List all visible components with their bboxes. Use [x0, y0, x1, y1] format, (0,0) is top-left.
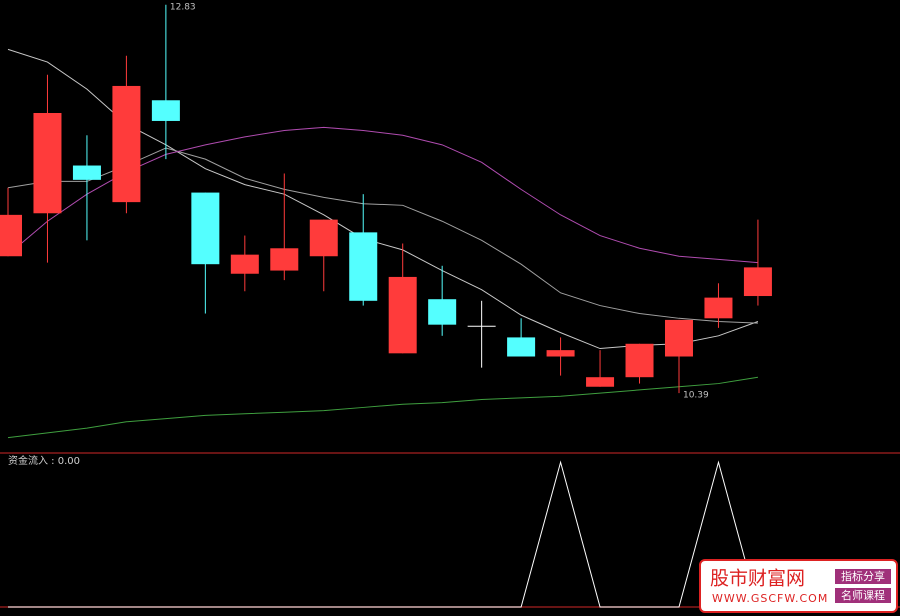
low-label: 10.39 [683, 391, 709, 401]
candle-body [507, 337, 536, 357]
candle-body [191, 192, 220, 265]
candle-body [270, 248, 299, 271]
watermark-tag: 指标分享 [841, 569, 885, 583]
candle-body [33, 113, 62, 214]
ma-line [7, 376, 759, 439]
candle-body [664, 319, 693, 357]
high-label: 12.83 [170, 2, 196, 12]
watermark-url: WWW.GSCFW.COM [712, 592, 828, 605]
watermark: 股市财富网 指标分享 名师课程 WWW.GSCFW.COM [699, 559, 898, 613]
tag-bg [835, 569, 891, 584]
candle-body [309, 219, 338, 257]
candle-body [625, 343, 654, 378]
candle-body [546, 350, 575, 357]
candle-body [151, 100, 180, 121]
candle-body [704, 297, 733, 319]
tag-bg [835, 588, 891, 603]
candle-body [349, 232, 378, 301]
indicator-title: 资金流入 : 0.00 [8, 454, 80, 467]
candle-body [586, 377, 615, 387]
indicator-line [8, 460, 759, 608]
watermark-tag: 名师课程 [841, 588, 885, 602]
candle-body [230, 254, 259, 274]
candle-body [72, 165, 101, 180]
watermark-site: 股市财富网 [710, 568, 805, 590]
candle-body [0, 214, 22, 257]
candle-body [743, 267, 772, 297]
candle-body [112, 85, 141, 203]
candle-body [388, 276, 417, 354]
candle-body [428, 299, 457, 325]
